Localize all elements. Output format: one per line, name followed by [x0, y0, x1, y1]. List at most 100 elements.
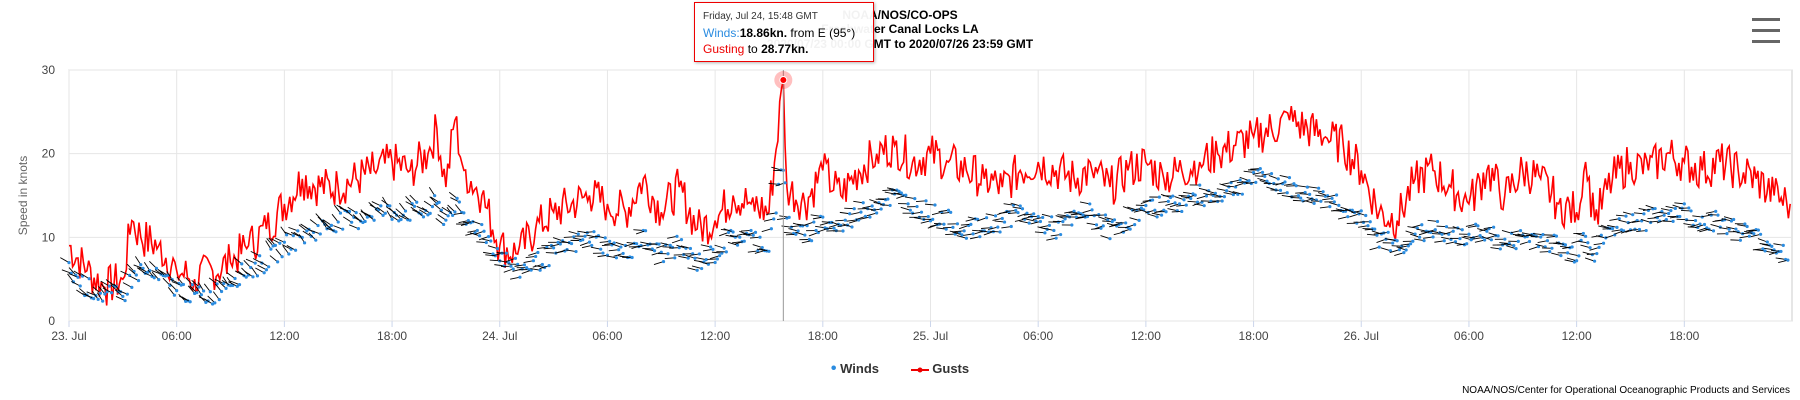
wind-point [1763, 249, 1767, 253]
wind-arrow [831, 221, 841, 226]
wind-point [172, 293, 177, 297]
wind-point [576, 232, 580, 236]
wind-arrow [896, 194, 906, 199]
wind-arrow [747, 250, 758, 253]
wind-point [955, 222, 960, 226]
wind-point [1204, 194, 1209, 198]
wind-point [399, 217, 403, 222]
wind-arrow [1692, 215, 1703, 218]
wind-arrow [458, 220, 469, 224]
wind-point [969, 222, 973, 226]
wind-point [1101, 224, 1105, 228]
wind-point [1516, 239, 1520, 244]
wind-arrow [1109, 224, 1120, 228]
tooltip-winds: Winds:18.86kn. from E (95°) [703, 25, 865, 41]
wind-arrow [678, 255, 689, 259]
wind-arrow [1286, 185, 1297, 187]
wind-point [1157, 195, 1161, 199]
wind-arrow [790, 225, 801, 228]
wind-arrow [1521, 232, 1532, 236]
wind-arrow [498, 260, 509, 264]
wind-point [958, 231, 962, 235]
wind-arrow [1778, 259, 1789, 263]
wind-arrow [147, 269, 155, 279]
wind-arrow [503, 268, 514, 273]
wind-point [1088, 202, 1092, 206]
wind-point [477, 234, 482, 238]
wind-arrow [785, 233, 796, 236]
wind-point [1413, 232, 1417, 236]
wind-arrow [1169, 203, 1180, 208]
wind-arrow [1532, 233, 1544, 236]
wind-point [1377, 245, 1381, 249]
wind-arrow [869, 199, 880, 204]
wind-arrow [689, 253, 700, 256]
wind-point [531, 259, 536, 263]
wind-arrow [893, 192, 904, 196]
wind-arrow [1400, 243, 1411, 246]
wind-arrow [1571, 239, 1582, 244]
wind-arrow [1333, 210, 1344, 212]
legend-item-gusts[interactable]: Gusts [910, 361, 969, 376]
wind-arrow [1515, 234, 1526, 238]
wind-point [1631, 213, 1635, 217]
wind-arrow [1732, 230, 1743, 235]
wind-arrow [309, 219, 319, 226]
wind-arrow [1254, 175, 1265, 177]
wind-point [1016, 210, 1020, 215]
wind-point [933, 203, 937, 207]
wind-point [1570, 245, 1574, 249]
wind-arrow [1131, 207, 1142, 212]
wind-arrow [1380, 247, 1391, 252]
wind-arrow [1228, 190, 1239, 195]
wind-arrow [656, 244, 666, 249]
wind-point [1074, 215, 1078, 219]
wind-arrow [754, 250, 765, 254]
wind-point [697, 252, 702, 256]
wind-point [1671, 219, 1675, 223]
wind-arrow [1690, 223, 1701, 228]
wind-arrow [635, 230, 646, 235]
wind-point [1693, 218, 1698, 223]
wind-point [1303, 190, 1307, 195]
chart-title-line1: NOAA/NOS/CO-OPS [842, 8, 958, 22]
wind-arrow [1755, 249, 1766, 252]
wind-point [1644, 228, 1648, 233]
wind-arrow [268, 237, 276, 246]
wind-arrow [873, 201, 884, 205]
wind-point [103, 292, 107, 296]
wind-arrow [298, 234, 305, 244]
wind-arrow [1351, 210, 1362, 214]
wind-point [1781, 243, 1785, 247]
wind-arrow [999, 211, 1010, 214]
wind-arrow [60, 257, 70, 263]
wind-arrow [80, 273, 90, 280]
wind-point [1305, 185, 1310, 189]
wind-point [1411, 239, 1415, 243]
hamburger-menu-icon[interactable] [1752, 18, 1780, 44]
wind-arrow [282, 245, 290, 255]
wind-arrow [1064, 210, 1075, 214]
wind-point [931, 217, 935, 221]
wind-arrow [133, 264, 144, 269]
wind-arrow [283, 231, 294, 237]
wind-point [731, 230, 735, 234]
chart-title-line3: 2020/07/23 00:00 GMT to 2020/07/26 23:59… [766, 37, 1034, 51]
wind-arrow [1055, 215, 1066, 220]
wind-point [1220, 199, 1224, 203]
wind-point [621, 251, 625, 256]
wind-arrow [1497, 244, 1508, 246]
wind-point [428, 211, 432, 216]
wind-point [984, 216, 989, 220]
wind-arrow [302, 230, 312, 237]
wind-arrow [1479, 228, 1490, 232]
wind-arrow [590, 246, 601, 250]
wind-arrow [348, 224, 359, 230]
x-tick-label: 24. Jul [482, 329, 517, 343]
legend-item-winds[interactable]: • Winds [831, 360, 879, 378]
wind-point [262, 271, 266, 275]
wind-arrow [705, 262, 716, 264]
wind-point [1402, 251, 1406, 255]
wind-point [1597, 245, 1601, 250]
wind-arrow [1079, 201, 1090, 205]
